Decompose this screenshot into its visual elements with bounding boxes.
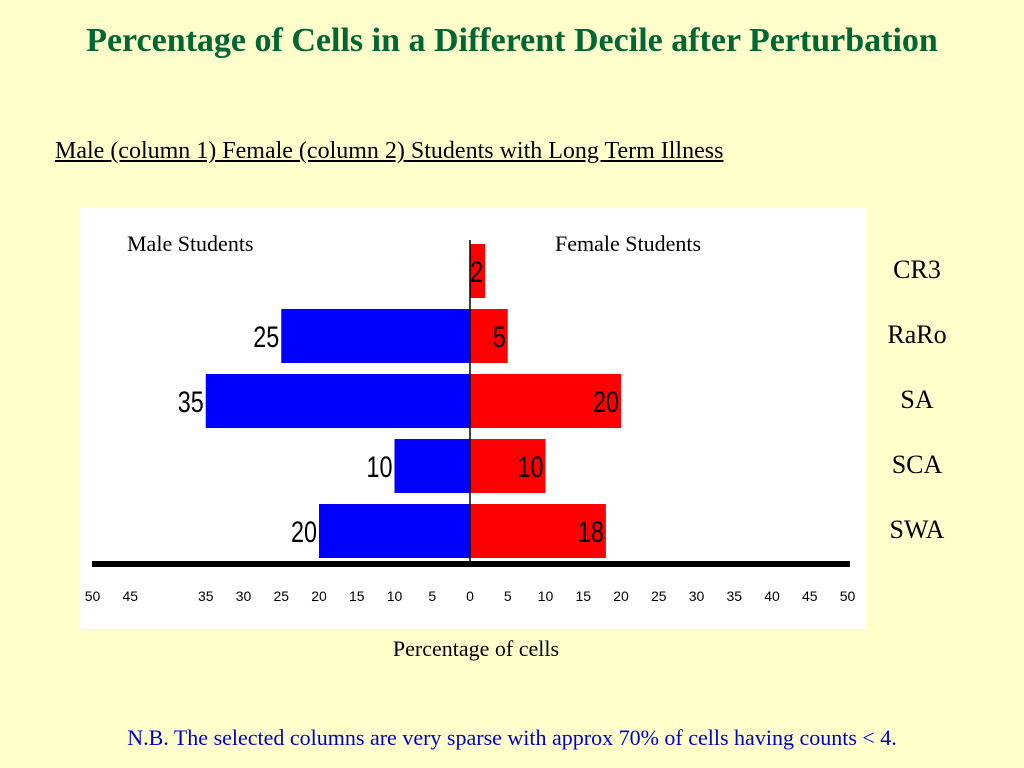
page-title: Percentage of Cells in a Different Decil… bbox=[86, 22, 938, 59]
x-tick-label: 35 bbox=[198, 588, 214, 604]
male-bar-swa bbox=[319, 504, 470, 558]
female-data-label-raro: 5 bbox=[493, 321, 506, 354]
female-data-label-cr3: 2 bbox=[470, 256, 483, 289]
male-data-label-sca: 10 bbox=[367, 451, 393, 484]
x-tick-label: 50 bbox=[85, 588, 101, 604]
x-tick-label: 10 bbox=[538, 588, 554, 604]
male-bar-raro bbox=[281, 309, 470, 363]
x-tick-label: 5 bbox=[504, 588, 512, 604]
x-tick-label: 45 bbox=[122, 588, 138, 604]
female-data-label-sa: 20 bbox=[593, 386, 619, 419]
x-axis-title: Percentage of cells bbox=[392, 636, 560, 661]
x-tick-label: 35 bbox=[726, 588, 742, 604]
male-data-label-sa: 35 bbox=[178, 386, 204, 419]
female-series-label: Female Students bbox=[555, 231, 702, 256]
x-tick-label: 15 bbox=[575, 588, 591, 604]
female-data-label-swa: 18 bbox=[578, 516, 604, 549]
x-tick-label: 30 bbox=[236, 588, 252, 604]
female-data-label-sca: 10 bbox=[518, 451, 544, 484]
x-tick-label: 40 bbox=[764, 588, 780, 604]
x-tick-label: 20 bbox=[311, 588, 327, 604]
category-label-cr3: CR3 bbox=[893, 255, 941, 284]
category-label-sa: SA bbox=[900, 385, 934, 414]
x-tick-label: 10 bbox=[387, 588, 403, 604]
x-tick-label: 20 bbox=[613, 588, 629, 604]
category-label-sca: SCA bbox=[891, 450, 943, 479]
female-bar-raro bbox=[470, 309, 508, 363]
female-bar-sca bbox=[470, 439, 546, 493]
female-bar-swa bbox=[470, 504, 606, 558]
x-tick-label: 45 bbox=[802, 588, 818, 604]
chart-subtitle: Male (column 1) Female (column 2) Studen… bbox=[55, 138, 724, 164]
male-bar-sa bbox=[205, 374, 470, 428]
x-tick-label: 25 bbox=[651, 588, 667, 604]
x-tick-label: 5 bbox=[428, 588, 436, 604]
female-bar-cr3 bbox=[470, 244, 486, 298]
chart-panel: 2 25 5 35 20 10 10 20 18 50 45 35 30 25 20 15 10 5 0 5 10 15 2… bbox=[80, 207, 866, 629]
x-tick-label: 15 bbox=[349, 588, 365, 604]
footnote: N.B. The selected columns are very spars… bbox=[127, 725, 897, 750]
male-series-label: Male Students bbox=[127, 231, 254, 256]
category-label-raro: RaRo bbox=[887, 320, 947, 349]
x-tick-label: 30 bbox=[689, 588, 705, 604]
x-tick-label: 50 bbox=[840, 588, 856, 604]
male-data-label-raro: 25 bbox=[253, 321, 279, 354]
female-bar-sa bbox=[470, 374, 621, 428]
male-bar-sca bbox=[394, 439, 470, 493]
x-tick-label: 25 bbox=[273, 588, 289, 604]
male-data-label-swa: 20 bbox=[291, 516, 317, 549]
category-label-swa: SWA bbox=[889, 515, 945, 544]
x-tick-label: 0 bbox=[466, 588, 474, 604]
